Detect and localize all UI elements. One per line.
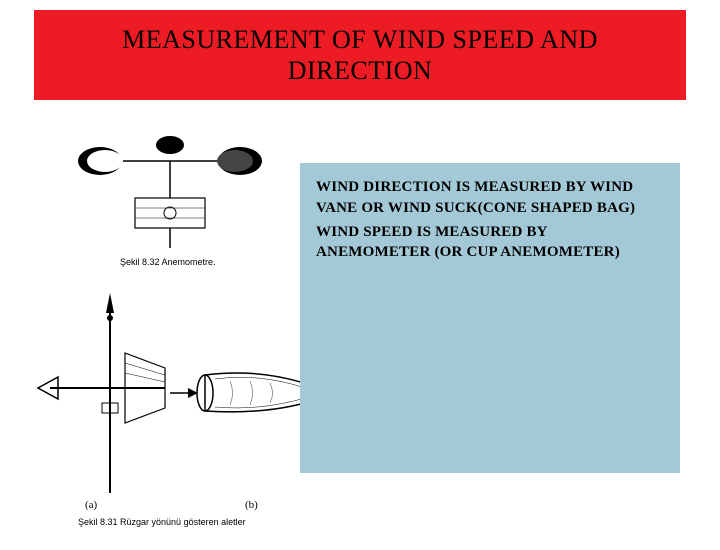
info-paragraph-2: WIND SPEED IS MEASURED BY ANEMOMETER (OR…	[316, 222, 664, 263]
wind-sock-icon	[170, 373, 316, 412]
info-box: WIND DIRECTION IS MEASURED BY WIND VANE …	[300, 163, 680, 473]
figure-label-b: (b)	[245, 499, 258, 511]
wind-vane-icon	[38, 293, 165, 493]
bottom-caption: Şekil 8.31 Rüzgar yönünü gösteren aletle…	[78, 517, 246, 527]
slide-title: MEASUREMENT OF WIND SPEED AND DIRECTION	[34, 10, 686, 100]
figure-label-a: (a)	[85, 499, 98, 511]
anemometer-icon	[78, 136, 262, 248]
instrument-illustrations: Şekil 8.32 Anemometre.	[30, 113, 340, 533]
anemometer-caption: Şekil 8.32 Anemometre.	[120, 257, 216, 267]
info-paragraph-1: WIND DIRECTION IS MEASURED BY WIND VANE …	[316, 177, 664, 218]
